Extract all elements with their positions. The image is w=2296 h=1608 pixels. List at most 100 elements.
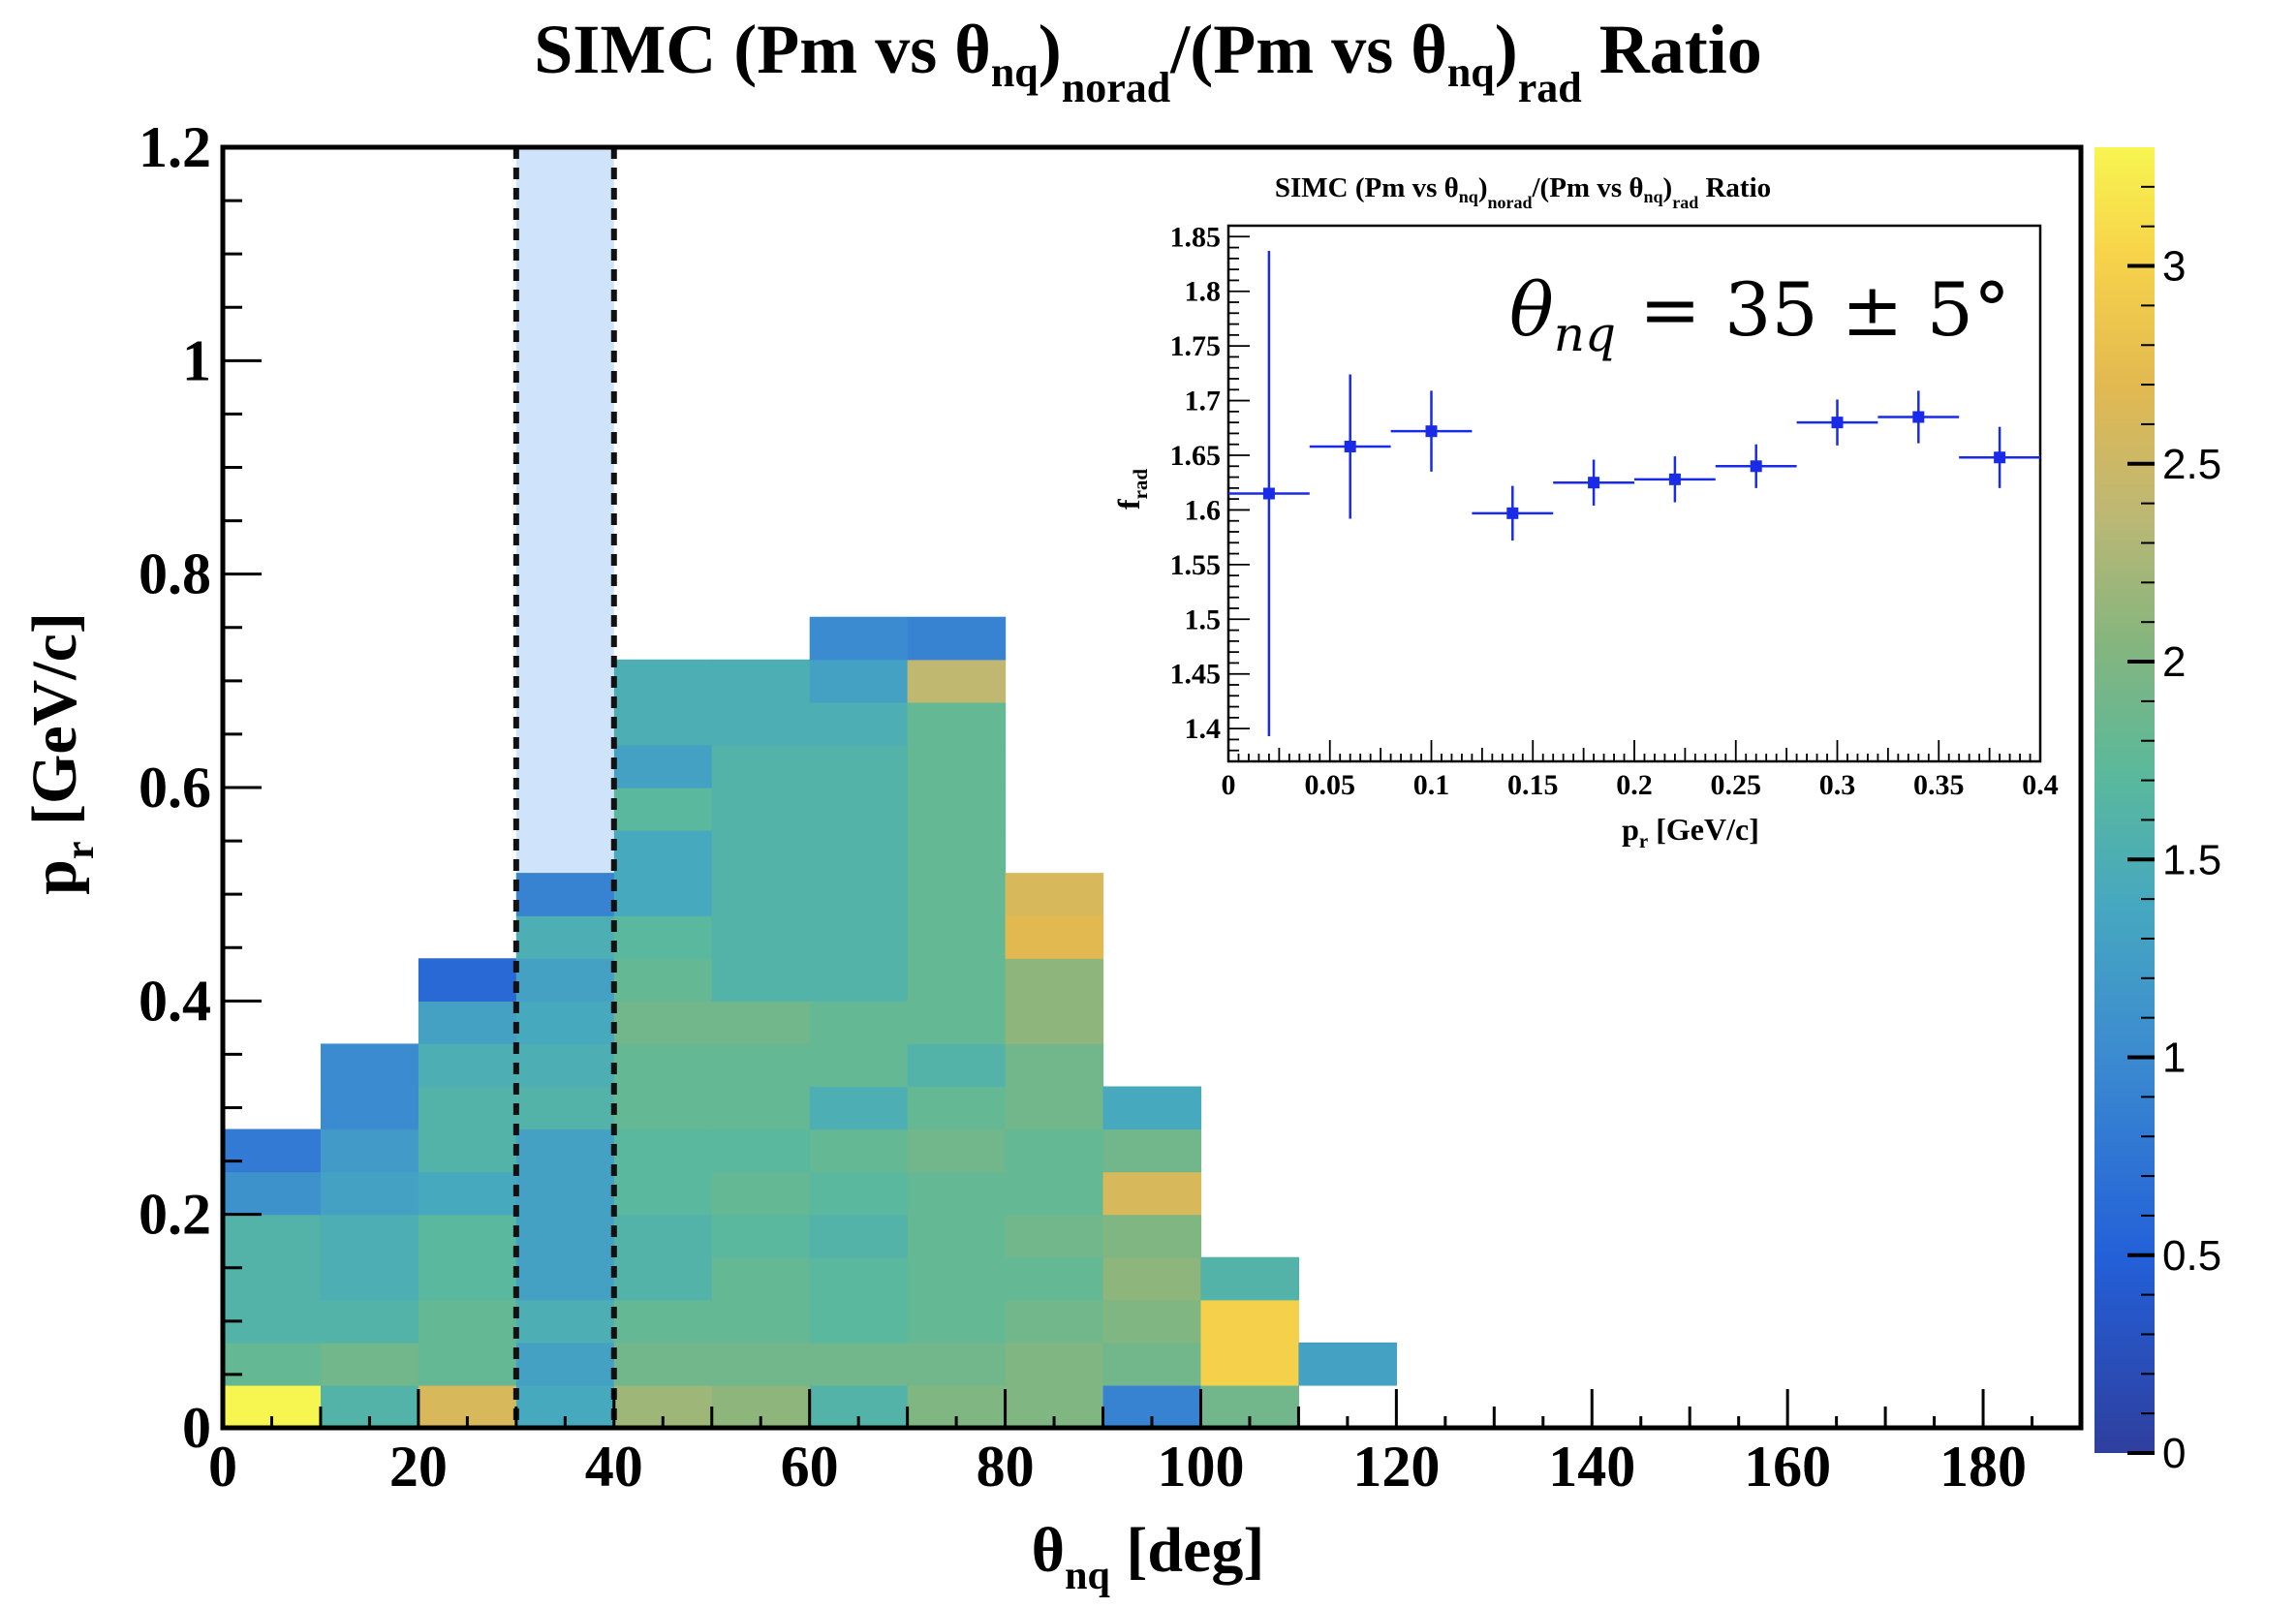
heatmap-cell bbox=[613, 1043, 713, 1088]
inset-annotation-part: nq bbox=[1554, 306, 1616, 362]
inset-marker bbox=[1588, 477, 1600, 489]
heatmap-cell bbox=[907, 873, 1007, 916]
inset-data-point bbox=[1472, 485, 1554, 541]
heatmap-cell bbox=[711, 1171, 811, 1216]
heatmap-cell bbox=[613, 915, 713, 959]
inset-annotation-part: = 35 ± 5° bbox=[1616, 266, 2010, 353]
inset-y-label-part: rad bbox=[1129, 469, 1152, 500]
main-title-part: ) bbox=[1495, 11, 1518, 88]
inset-title-part: θ bbox=[1444, 172, 1459, 203]
x-axis-label: θnq [deg] bbox=[1032, 1515, 1265, 1598]
heatmap-cell bbox=[223, 1256, 322, 1301]
inset-data-point bbox=[1715, 444, 1797, 488]
inset-y-tick-label: 1.45 bbox=[1170, 659, 1222, 691]
heatmap-cell bbox=[711, 701, 811, 746]
heatmap-cell bbox=[907, 958, 1007, 1002]
inset-x-tick-label: 0.15 bbox=[1507, 769, 1559, 801]
inset-title-part: SIMC (Pm vs bbox=[1275, 172, 1444, 203]
heatmap-cell bbox=[515, 1171, 615, 1216]
main-title-part: norad bbox=[1062, 64, 1170, 111]
x-tick-label: 40 bbox=[585, 1435, 643, 1499]
heatmap-cell bbox=[1102, 1086, 1202, 1130]
inset-y-label: frad bbox=[1111, 469, 1152, 510]
heatmap-cell bbox=[711, 744, 811, 789]
heatmap-cell bbox=[711, 1129, 811, 1173]
heatmap-cell bbox=[418, 1299, 517, 1344]
heatmap-cell bbox=[613, 701, 713, 746]
heatmap-cell bbox=[711, 1342, 811, 1386]
main-title: SIMC (Pm vs θnq)norad/(Pm vs θnq)rad Rat… bbox=[534, 11, 1761, 111]
heatmap-cell bbox=[1102, 1299, 1202, 1344]
heatmap-cell bbox=[613, 1086, 713, 1130]
heatmap-cell bbox=[418, 1086, 517, 1130]
heatmap-cell bbox=[711, 1086, 811, 1130]
heatmap-cell bbox=[1005, 1256, 1104, 1301]
heatmap-cell bbox=[418, 958, 517, 1002]
inset-data-point bbox=[1877, 390, 1960, 444]
heatmap-cell bbox=[907, 701, 1007, 746]
x-tick-label: 20 bbox=[389, 1435, 448, 1499]
heatmap-cell bbox=[809, 1256, 909, 1301]
inset-title-part: rad bbox=[1672, 193, 1698, 212]
heatmap-cell bbox=[809, 1001, 909, 1044]
inset-annotation: θnq = 35 ± 5° bbox=[1509, 266, 2010, 362]
heatmap-cell bbox=[320, 1171, 419, 1216]
colorbar-tick-label: 3 bbox=[2162, 243, 2186, 291]
heatmap-cell bbox=[711, 1001, 811, 1044]
heatmap-cell bbox=[320, 1086, 419, 1130]
colorbar-ticks: 0 0.5 1 1.5 2 2.5 3 bbox=[2127, 185, 2221, 1477]
inset-points bbox=[1228, 250, 2040, 737]
inset-x-tick-label: 0.3 bbox=[1819, 769, 1856, 801]
inset-data-point bbox=[1634, 456, 1716, 503]
heatmap-cell bbox=[711, 958, 811, 1002]
heatmap-cell bbox=[1200, 1299, 1300, 1344]
main-title-part: θ bbox=[1411, 11, 1447, 88]
heatmap-cell bbox=[320, 1129, 419, 1173]
heatmap-cell bbox=[711, 1214, 811, 1258]
inset-annotation-part: θ bbox=[1509, 266, 1554, 353]
main-title-part: ) bbox=[1039, 11, 1062, 88]
heatmap-cell bbox=[1102, 1256, 1202, 1301]
heatmap-cell bbox=[320, 1299, 419, 1344]
heatmap-cell bbox=[1200, 1342, 1300, 1386]
heatmap-cell bbox=[515, 958, 615, 1002]
inset-x-tick-label: 0.1 bbox=[1413, 769, 1450, 801]
y-axis-label-part: [GeV/c] bbox=[19, 612, 90, 841]
heatmap-cell bbox=[613, 1214, 713, 1258]
inset-x-label-part: [GeV/c] bbox=[1648, 812, 1759, 847]
inset-x-tick-label: 0 bbox=[1222, 769, 1236, 801]
heatmap-cell bbox=[907, 1214, 1007, 1258]
x-tick-label: 140 bbox=[1548, 1435, 1635, 1499]
y-axis-label: pr [GeV/c] bbox=[19, 612, 103, 895]
inset-title-part: nq bbox=[1644, 187, 1663, 206]
inset-data-point bbox=[1553, 459, 1634, 506]
inset-data-point bbox=[1228, 250, 1310, 737]
heatmap-cell bbox=[613, 788, 713, 831]
heatmap-cell bbox=[809, 1299, 909, 1344]
heatmap-cell bbox=[809, 958, 909, 1002]
inset-x-label-part: p bbox=[1622, 812, 1639, 847]
heatmap-cell bbox=[809, 1086, 909, 1130]
heatmap-cell bbox=[320, 1342, 419, 1386]
heatmap-cell bbox=[320, 1214, 419, 1258]
main-title-part: rad bbox=[1518, 64, 1582, 111]
inset-marker bbox=[1912, 411, 1925, 423]
inset-y-tick-label: 1.85 bbox=[1170, 221, 1222, 253]
heatmap-cell bbox=[223, 1214, 322, 1258]
heatmap-cell bbox=[907, 1086, 1007, 1130]
heatmap-cell bbox=[613, 1171, 713, 1216]
inset-y-tick-label: 1.75 bbox=[1170, 330, 1222, 362]
inset-y-tick-label: 1.6 bbox=[1185, 494, 1222, 526]
inset-y-tick-label: 1.7 bbox=[1185, 386, 1222, 417]
inset-title-part: nq bbox=[1459, 187, 1478, 206]
inset-data-point bbox=[1390, 390, 1473, 472]
heatmap-cell bbox=[907, 1001, 1007, 1044]
inset-y-tick-label: 1.65 bbox=[1170, 440, 1222, 472]
main-title-part: SIMC (Pm vs bbox=[534, 11, 954, 88]
heatmap-cell bbox=[223, 1129, 322, 1173]
heatmap-cell bbox=[320, 1256, 419, 1301]
inset-marker bbox=[1668, 473, 1681, 485]
heatmap-cell bbox=[515, 1256, 615, 1301]
main-title-part: nq bbox=[1447, 48, 1495, 96]
heatmap-cells bbox=[223, 616, 1397, 1429]
